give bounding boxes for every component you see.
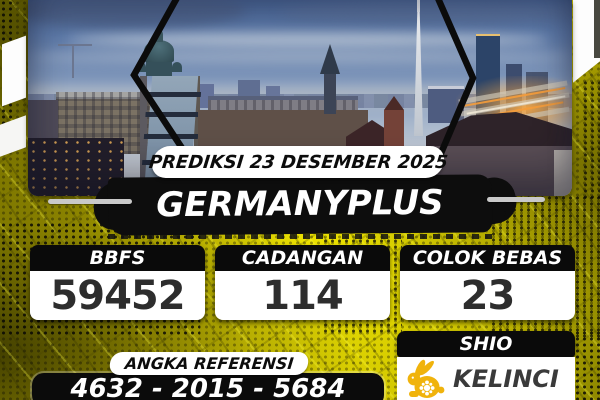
cloud — [278, 2, 572, 24]
date-banner-text: PREDIKSI 23 DESEMBER 2025 — [147, 151, 449, 173]
card-bbfs-header: BBFS — [30, 245, 205, 271]
card-cadangan-body: 114 — [215, 271, 390, 320]
right-divider-line — [487, 197, 545, 202]
church-spire — [320, 44, 340, 74]
brush-dotted-streak — [108, 234, 492, 239]
referensi-numbers-box: 4632 - 2015 - 5684 — [32, 373, 384, 400]
card-colok-bebas-value: 23 — [460, 272, 516, 319]
card-cadangan-value: 114 — [262, 272, 343, 319]
foreground-dark-buildings — [28, 138, 124, 196]
left-edge-white-shape — [2, 35, 26, 107]
shio-value: KELINCI — [453, 364, 559, 393]
cloud — [68, 33, 548, 47]
tv-tower-antenna — [417, 0, 420, 12]
card-colok-bebas-label: COLOK BEBAS — [412, 247, 563, 269]
halftone-band — [582, 80, 600, 200]
prediction-cards-row: BBFS 59452 CADANGAN 114 COLOK BEBAS 23 — [30, 245, 576, 320]
right-edge-dark-sliver — [594, 0, 600, 58]
shio-header: SHIO — [397, 331, 575, 357]
side-dome — [172, 62, 182, 72]
cloud — [28, 52, 572, 62]
card-bbfs-body: 59452 — [30, 271, 205, 320]
title-band: GERMANYPLUS — [107, 174, 493, 236]
card-colok-bebas-body: 23 — [400, 271, 575, 320]
crane-arm — [58, 44, 92, 46]
card-bbfs-label: BBFS — [89, 247, 146, 269]
card-bbfs-value: 59452 — [50, 272, 185, 319]
rabbit-icon — [407, 359, 445, 398]
referensi-numbers: 4632 - 2015 - 5684 — [70, 374, 346, 400]
card-cadangan-header: CADANGAN — [215, 245, 390, 271]
town-hall-tower-roof — [384, 96, 404, 110]
referensi-label: ANGKA REFERENSI — [123, 354, 295, 373]
church-tower — [324, 74, 336, 114]
river-quay — [140, 76, 147, 196]
date-banner: PREDIKSI 23 DESEMBER 2025 — [147, 146, 449, 178]
referensi-label-pill: ANGKA REFERENSI — [108, 352, 310, 375]
crane — [72, 44, 74, 78]
shio-label: SHIO — [459, 333, 513, 355]
shio-body: KELINCI — [397, 357, 575, 400]
card-colok-bebas-header: COLOK BEBAS — [400, 245, 575, 271]
card-cadangan: CADANGAN 114 — [215, 245, 390, 320]
card-bbfs: BBFS 59452 — [30, 245, 205, 320]
tv-tower — [414, 6, 423, 136]
left-divider-line — [48, 199, 132, 204]
market-title: GERMANYPLUS — [156, 182, 444, 226]
card-colok-bebas: COLOK BEBAS 23 — [400, 245, 575, 320]
foreground-white-building — [554, 150, 572, 196]
card-cadangan-label: CADANGAN — [241, 247, 364, 269]
